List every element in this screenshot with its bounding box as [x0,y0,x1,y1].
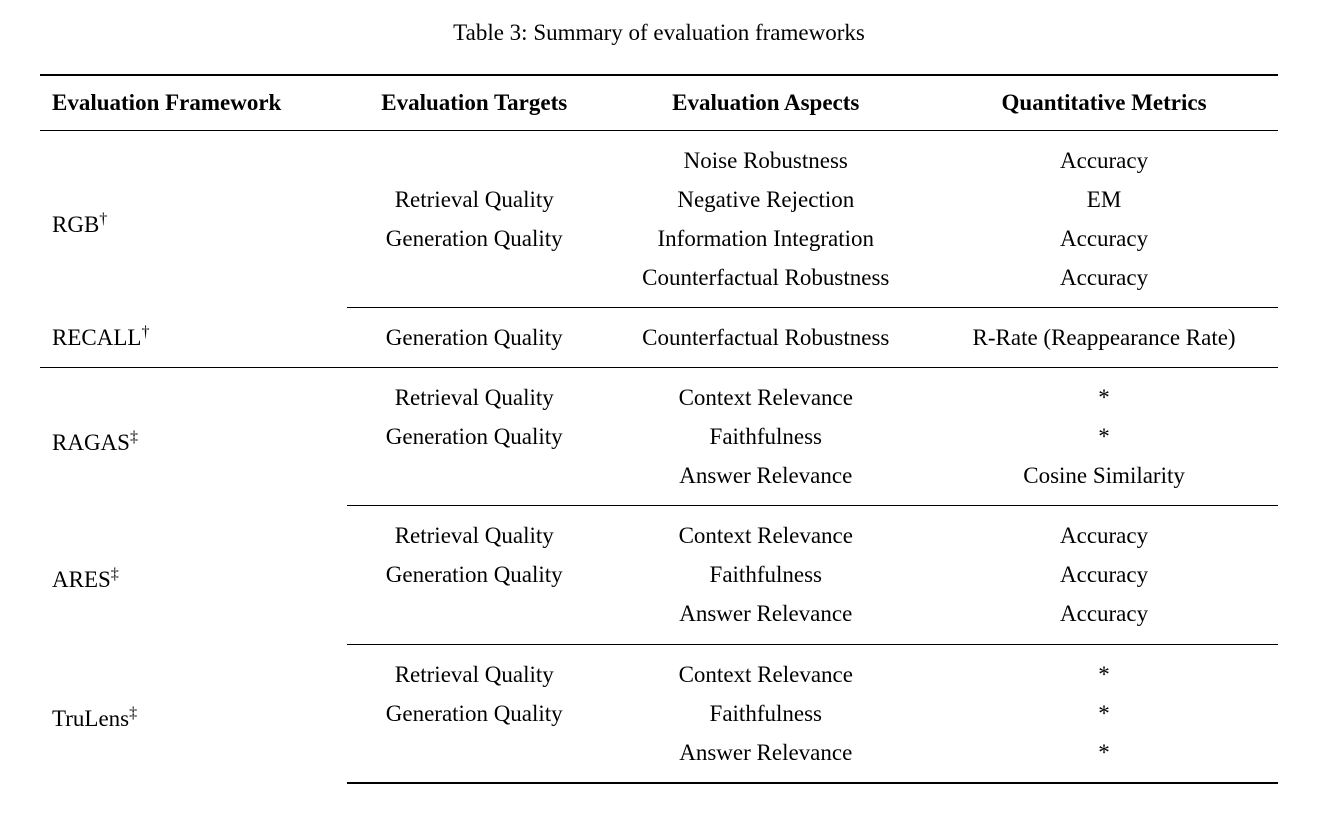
cell-target: Retrieval Quality [347,368,601,418]
cell-metric: Cosine Similarity [930,456,1278,506]
column-header-metrics: Quantitative Metrics [930,75,1278,131]
framework-note: ‡ [129,704,137,721]
cell-aspect: Faithfulness [601,417,930,456]
table-row: TruLens‡Retrieval QualityContext Relevan… [40,644,1278,694]
framework-name: TruLens [52,706,129,731]
column-header-framework: Evaluation Framework [40,75,347,131]
table-group: RAGAS‡Retrieval QualityContext Relevance… [40,368,1278,506]
cell-target: Generation Quality [347,308,601,368]
cell-aspect: Answer Relevance [601,456,930,506]
cell-aspect: Faithfulness [601,555,930,594]
cell-metric: Accuracy [930,258,1278,308]
cell-aspect: Noise Robustness [601,131,930,181]
framework-note: † [99,210,107,227]
cell-target: Generation Quality [347,219,601,258]
cell-aspect: Answer Relevance [601,594,930,644]
cell-aspect: Counterfactual Robustness [601,308,930,368]
cell-target-pad [347,456,601,506]
table-row: RECALL†Generation QualityCounterfactual … [40,308,1278,368]
cell-aspect: Negative Rejection [601,180,930,219]
cell-framework: RAGAS‡ [40,368,347,506]
column-header-targets: Evaluation Targets [347,75,601,131]
cell-metric: Accuracy [930,131,1278,181]
cell-metric: * [930,694,1278,733]
cell-framework: RECALL† [40,308,347,368]
table-caption: Table 3: Summary of evaluation framework… [40,20,1278,46]
page: Table 3: Summary of evaluation framework… [0,0,1318,824]
cell-target: Retrieval Quality [347,506,601,556]
cell-target-pad [347,258,601,308]
cell-aspect: Faithfulness [601,694,930,733]
cell-metric: * [930,368,1278,418]
framework-note: ‡ [130,428,138,445]
cell-metric: * [930,644,1278,694]
evaluation-frameworks-table: Evaluation Framework Evaluation Targets … [40,74,1278,784]
framework-note: ‡ [111,566,119,583]
cell-target: Generation Quality [347,555,601,594]
table-row: RGB†Noise RobustnessAccuracy [40,131,1278,181]
cell-aspect: Context Relevance [601,368,930,418]
cell-framework: RGB† [40,131,347,308]
cell-metric: EM [930,180,1278,219]
cell-target-pad [347,131,601,181]
framework-name: RECALL [52,325,141,350]
framework-name: ARES [52,567,111,592]
cell-metric: Accuracy [930,555,1278,594]
table-row: RAGAS‡Retrieval QualityContext Relevance… [40,368,1278,418]
cell-framework: ARES‡ [40,506,347,644]
cell-target: Retrieval Quality [347,644,601,694]
cell-aspect: Answer Relevance [601,733,930,783]
cell-aspect: Counterfactual Robustness [601,258,930,308]
cell-aspect: Context Relevance [601,506,930,556]
cell-target-pad [347,733,601,783]
cell-metric: Accuracy [930,506,1278,556]
cell-metric: * [930,733,1278,783]
cell-target: Generation Quality [347,417,601,456]
cell-target: Generation Quality [347,694,601,733]
table-group: TruLens‡Retrieval QualityContext Relevan… [40,644,1278,783]
table-row: ARES‡Retrieval QualityContext RelevanceA… [40,506,1278,556]
cell-metric: * [930,417,1278,456]
table-group: RGB†Noise RobustnessAccuracyRetrieval Qu… [40,131,1278,308]
framework-name: RGB [52,212,99,237]
cell-metric: R-Rate (Reappearance Rate) [930,308,1278,368]
framework-note: † [141,323,149,340]
cell-aspect: Context Relevance [601,644,930,694]
cell-metric: Accuracy [930,219,1278,258]
framework-name: RAGAS [52,430,130,455]
cell-metric: Accuracy [930,594,1278,644]
cell-target: Retrieval Quality [347,180,601,219]
table-header: Evaluation Framework Evaluation Targets … [40,75,1278,131]
column-header-aspects: Evaluation Aspects [601,75,930,131]
table-group: ARES‡Retrieval QualityContext RelevanceA… [40,506,1278,644]
cell-aspect: Information Integration [601,219,930,258]
table-group: RECALL†Generation QualityCounterfactual … [40,308,1278,368]
cell-framework: TruLens‡ [40,644,347,783]
cell-target-pad [347,594,601,644]
